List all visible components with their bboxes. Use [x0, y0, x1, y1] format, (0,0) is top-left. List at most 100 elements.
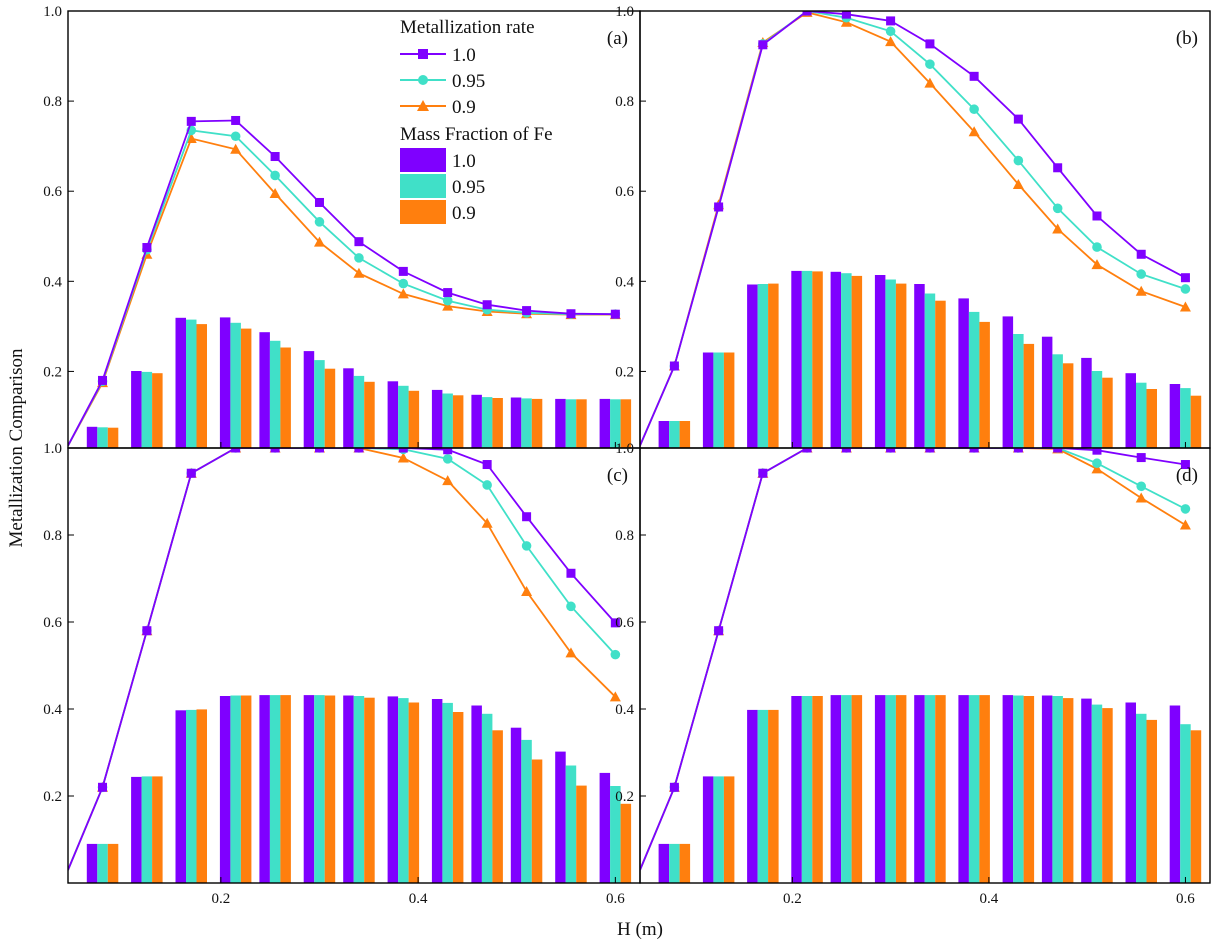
bar — [431, 699, 443, 883]
bar — [610, 786, 621, 883]
series-line — [640, 11, 1186, 447]
panel-d: 0.2 0.4 0.6 0.8 1.0 0.2 0.4 0.6 (d) — [615, 441, 1211, 907]
y-tick-label: 0.2 — [43, 789, 62, 805]
square-marker — [610, 309, 620, 319]
bar — [259, 695, 270, 883]
bar — [830, 271, 842, 448]
y-tick-label: 0.8 — [615, 528, 634, 544]
bar — [658, 843, 670, 883]
plot-area — [640, 11, 1202, 448]
legend-bar-swatch — [400, 174, 446, 198]
bar — [1091, 704, 1103, 883]
square-marker — [566, 568, 576, 578]
bar — [442, 702, 453, 883]
bar — [259, 332, 270, 448]
square-marker — [758, 40, 768, 50]
bar — [303, 695, 315, 883]
bar — [1023, 343, 1035, 448]
circle-marker — [1136, 481, 1147, 492]
square-marker — [482, 300, 492, 310]
triangle-marker-icon — [417, 100, 429, 111]
circle-marker — [1013, 155, 1024, 166]
legend-bar-entry-0-95: 0.95 — [400, 174, 485, 198]
triangle-marker — [521, 586, 533, 597]
bar — [791, 696, 802, 883]
bar — [713, 352, 724, 448]
circle-marker — [314, 217, 325, 227]
bar — [968, 695, 980, 883]
circle-marker — [1092, 458, 1102, 469]
x-tick-label: 0.6 — [1176, 891, 1195, 907]
bar — [481, 713, 493, 883]
bar — [1146, 389, 1157, 448]
legend-line-entry-1-0: 1.0 — [400, 45, 476, 66]
y-tick-label: 0.4 — [43, 274, 62, 290]
bar — [452, 395, 464, 448]
y-tick-label: 1.0 — [43, 441, 62, 457]
series-line — [68, 448, 616, 871]
bar — [398, 698, 409, 883]
bar — [565, 399, 577, 448]
legend-bar-swatch — [400, 148, 446, 172]
circle-marker — [398, 278, 409, 289]
x-axis-label: H (m) — [617, 919, 663, 940]
square-marker — [1180, 273, 1190, 283]
bar — [452, 712, 464, 883]
triangle-marker — [1091, 463, 1103, 474]
bar — [1052, 696, 1063, 883]
bar — [958, 695, 969, 883]
triangle-marker — [968, 126, 980, 137]
circle-marker — [610, 649, 621, 660]
square-marker — [610, 618, 620, 628]
bar — [324, 695, 336, 883]
panel-label: (b) — [1176, 28, 1198, 49]
square-marker — [969, 448, 979, 453]
square-marker — [1092, 211, 1102, 221]
bar — [531, 759, 543, 883]
y-tick-label: 1.0 — [43, 4, 62, 20]
square-marker — [1013, 448, 1023, 453]
circle-marker — [270, 170, 280, 181]
bar — [364, 697, 375, 883]
square-marker — [1092, 448, 1102, 455]
bar — [481, 397, 493, 448]
legend-line-label: 0.9 — [452, 97, 476, 118]
square-marker — [398, 266, 408, 276]
square-marker — [354, 448, 364, 453]
bar — [175, 710, 186, 883]
y-tick-label: 0.8 — [43, 528, 62, 544]
square-marker — [886, 448, 896, 453]
legend-line-entry-0-9: 0.9 — [400, 97, 476, 118]
triangle-marker — [442, 475, 454, 486]
circle-marker — [482, 480, 492, 490]
triangle-marker — [313, 236, 325, 247]
square-marker — [443, 448, 453, 455]
bar — [747, 284, 758, 448]
plot-area — [68, 448, 632, 883]
square-marker — [886, 16, 896, 26]
bar — [269, 695, 281, 883]
series-line — [640, 448, 1186, 871]
triangle-marker — [565, 647, 577, 658]
bar — [269, 340, 281, 448]
bar — [510, 727, 522, 883]
bar — [576, 785, 587, 883]
circle-marker — [969, 104, 979, 115]
bar — [521, 398, 532, 448]
plot-area — [640, 448, 1202, 883]
bar — [914, 284, 925, 448]
square-marker — [1136, 249, 1146, 259]
square-marker — [314, 448, 324, 453]
y-tick-label: 0.6 — [615, 615, 634, 631]
triangle-marker — [397, 288, 409, 299]
triangle-marker — [609, 691, 621, 702]
bar — [510, 397, 522, 448]
bar — [874, 695, 886, 883]
bar — [610, 399, 621, 448]
series-line — [68, 119, 616, 447]
bar — [620, 803, 632, 883]
bar — [97, 427, 108, 448]
triangle-marker — [1179, 519, 1191, 530]
y-tick-label: 0.6 — [43, 615, 62, 631]
bar — [895, 283, 907, 448]
